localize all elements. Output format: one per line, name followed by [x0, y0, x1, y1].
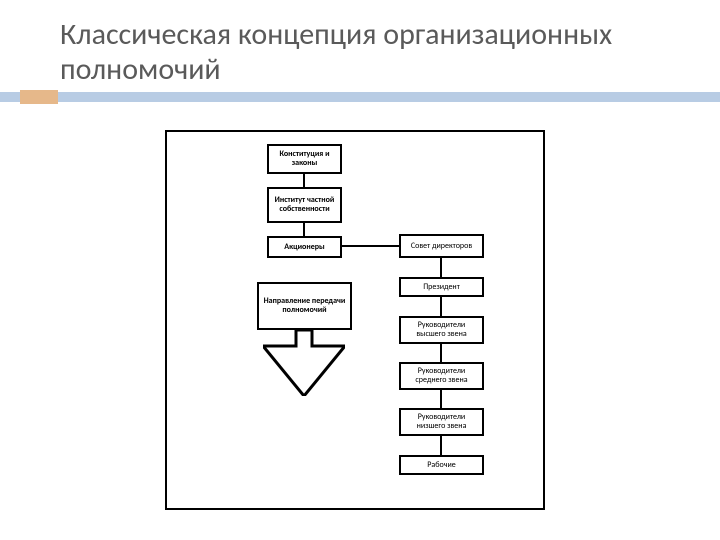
flow-node-n8: Руководители среднего звена: [399, 362, 484, 390]
flow-node-n7: Руководители высшего звена: [399, 316, 484, 344]
connector-n9-n10: [440, 436, 442, 455]
flow-node-n4: Направление передачи полномочий: [257, 282, 352, 330]
flow-node-n5: Совет директоров: [399, 234, 484, 258]
connector-n1-n2: [303, 174, 305, 187]
flow-node-n1: Конституция и законы: [267, 144, 342, 174]
connector-n8-n9: [440, 390, 442, 408]
flow-node-n9: Руководители низшего звена: [399, 408, 484, 436]
accent-bar: [0, 92, 720, 102]
diagram-frame: Конституция и законы Институт частной соб…: [165, 130, 545, 510]
connector-n3-n5: [342, 245, 399, 247]
flow-node-n10: Рабочие: [399, 455, 484, 475]
connector-n6-n7: [440, 297, 442, 316]
connector-n7-n8: [440, 344, 442, 362]
accent-square: [20, 90, 58, 104]
direction-arrow-icon: [263, 330, 345, 396]
connector-n2-n3: [303, 223, 305, 236]
flow-node-n6: Президент: [399, 277, 484, 297]
page-title: Классическая концепция организационных п…: [60, 18, 720, 87]
flow-node-n2: Институт частной собственности: [267, 187, 342, 223]
connector-n5-n6: [440, 258, 442, 277]
flow-node-n3: Акционеры: [267, 236, 342, 258]
